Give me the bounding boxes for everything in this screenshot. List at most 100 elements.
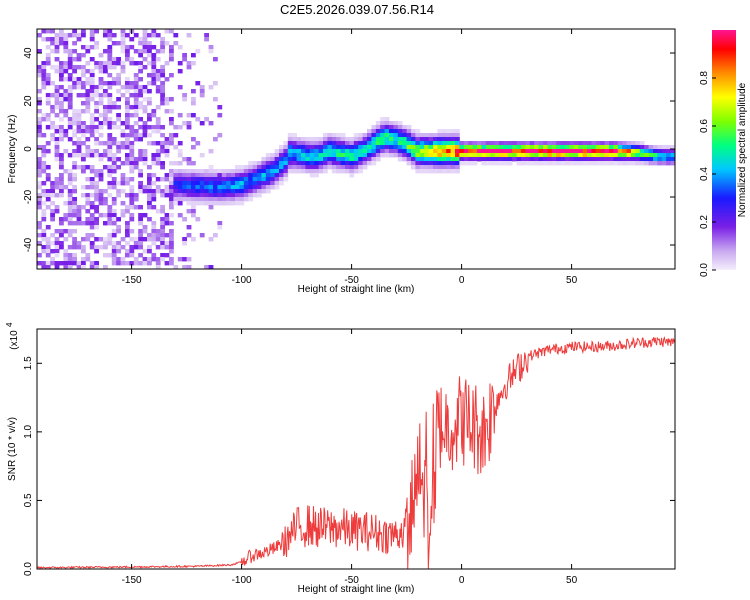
heatmap-cell <box>133 93 139 98</box>
heatmap-cell <box>265 161 271 166</box>
heatmap-cell <box>661 149 667 154</box>
heatmap-cell <box>138 245 143 250</box>
heatmap-cell <box>340 169 346 174</box>
heatmap-cell <box>529 157 535 162</box>
heatmap-cell <box>261 177 267 182</box>
heatmap-cell <box>230 185 236 190</box>
heatmap-cell <box>41 117 47 122</box>
heatmap-cell <box>362 157 368 162</box>
heatmap-cell <box>173 145 179 150</box>
heatmap-cell <box>582 157 588 162</box>
heatmap-cell <box>490 161 495 166</box>
heatmap-cell <box>133 205 139 210</box>
heatmap-cell <box>133 133 139 138</box>
heatmap-cell <box>63 41 69 46</box>
heatmap-cell <box>50 213 55 218</box>
heatmap-cell <box>107 157 113 162</box>
heatmap-cell <box>582 153 588 158</box>
heatmap-cell <box>169 117 174 122</box>
heatmap-cell <box>556 141 561 146</box>
heatmap-cell <box>41 37 47 42</box>
heatmap-cell <box>499 161 504 166</box>
heatmap-cell <box>59 177 64 182</box>
heatmap-cell <box>37 205 42 210</box>
heatmap-cell <box>155 129 161 134</box>
heatmap-cell <box>199 201 205 206</box>
heatmap-cell <box>529 145 535 150</box>
heatmap-cell <box>155 105 161 110</box>
heatmap-cell <box>582 161 588 166</box>
heatmap-cell <box>191 189 196 194</box>
heatmap-cell <box>72 237 77 242</box>
heatmap-cell <box>169 177 174 182</box>
heatmap-cell <box>296 141 302 146</box>
heatmap-cell <box>37 165 42 170</box>
heatmap-cell <box>169 245 174 250</box>
heatmap-cell <box>393 153 399 158</box>
heatmap-cell <box>186 233 192 238</box>
heatmap-cell <box>446 145 451 150</box>
heatmap-cell <box>45 113 51 118</box>
heatmap-cell <box>340 141 346 146</box>
heatmap-cell <box>177 173 183 178</box>
heatmap-cell <box>138 185 143 190</box>
heatmap-cell <box>521 161 526 166</box>
heatmap-cell <box>147 193 152 198</box>
heatmap-cell <box>270 173 275 178</box>
heatmap-cell <box>265 169 271 174</box>
heatmap-cell <box>182 173 187 178</box>
heatmap-cell <box>525 153 531 158</box>
heatmap-cell <box>164 41 170 46</box>
heatmap-cell <box>138 85 143 90</box>
heatmap-cell <box>138 173 143 178</box>
heatmap-cell <box>252 169 258 174</box>
heatmap-cell <box>54 37 60 42</box>
heatmap-cell <box>45 193 51 198</box>
heatmap-cell <box>327 153 333 158</box>
heatmap-cell <box>415 137 421 142</box>
heatmap-cell <box>670 161 675 166</box>
heatmap-cell <box>428 133 434 138</box>
heatmap-cell <box>235 197 240 202</box>
heatmap-cell <box>375 125 381 130</box>
heatmap-cell <box>116 61 121 66</box>
heatmap-cell <box>424 157 429 162</box>
heatmap-cell <box>450 149 456 154</box>
snr-y-label: SNR (10 * v/v) <box>7 417 18 481</box>
heatmap-cell <box>37 185 42 190</box>
heatmap-cell <box>81 205 86 210</box>
heatmap-cell <box>129 197 135 202</box>
heatmap-cell <box>142 85 148 90</box>
heatmap-cell <box>419 153 425 158</box>
heatmap-cell <box>138 221 143 226</box>
heatmap-cell <box>257 161 262 166</box>
heatmap-cell <box>133 77 139 82</box>
heatmap-cell <box>257 181 262 186</box>
heatmap-cell <box>191 201 196 206</box>
heatmap-cell <box>45 165 51 170</box>
heatmap-cell <box>177 61 183 66</box>
heatmap-cell <box>213 57 218 62</box>
heatmap-cell <box>89 165 95 170</box>
heatmap-cell <box>208 185 214 190</box>
heatmap-cell <box>287 157 293 162</box>
heatmap-cell <box>89 221 95 226</box>
heatmap-cell <box>151 113 157 118</box>
heatmap-cell <box>116 57 121 62</box>
heatmap-cell <box>397 125 403 130</box>
colorbar: 0.00.20.40.60.8 Normalized spectral ampl… <box>699 30 748 277</box>
heatmap-cell <box>147 81 152 86</box>
heatmap-cell <box>133 261 139 266</box>
heatmap-cell <box>129 213 135 218</box>
heatmap-cell <box>169 141 174 146</box>
heatmap-cell <box>76 265 82 269</box>
heatmap-cell <box>226 197 231 202</box>
heatmap-cell <box>195 193 201 198</box>
heatmap-cell <box>173 201 179 206</box>
heatmap-cell <box>331 133 337 138</box>
heatmap-cell <box>617 153 623 158</box>
heatmap-cell <box>358 153 363 158</box>
heatmap-cell <box>204 181 209 186</box>
heatmap-cell <box>384 121 390 126</box>
heatmap-cell <box>129 57 135 62</box>
